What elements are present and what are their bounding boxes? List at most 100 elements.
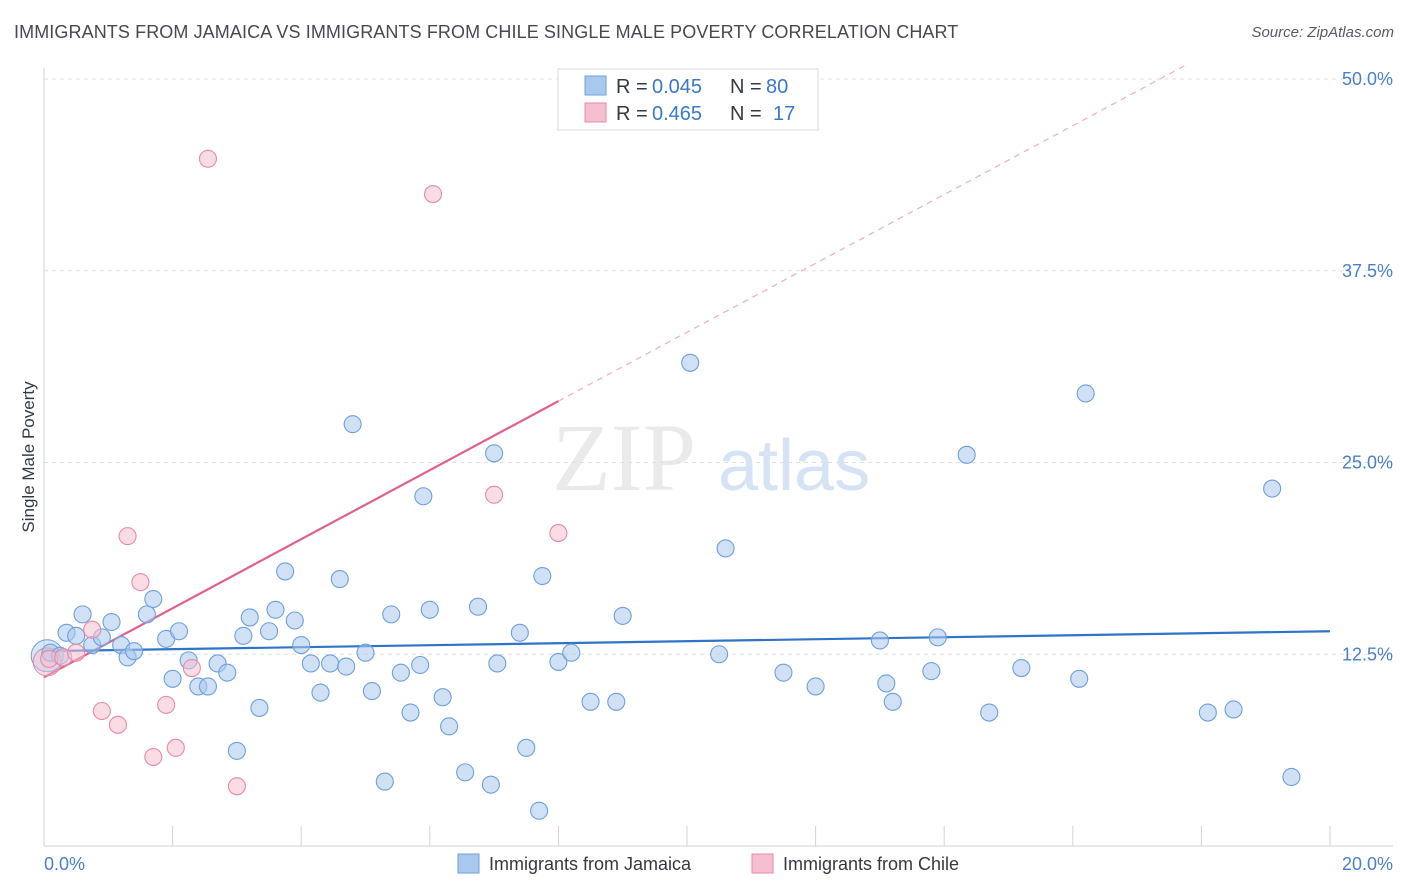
data-point-jamaica bbox=[169, 622, 189, 641]
legend-n-label-jamaica: N = bbox=[730, 76, 762, 98]
legend-n-label-chile: N = bbox=[730, 103, 762, 125]
data-point-jamaica bbox=[613, 606, 632, 625]
data-point-jamaica bbox=[301, 654, 320, 673]
data-point-chile bbox=[83, 620, 102, 639]
data-point-jamaica bbox=[362, 682, 381, 701]
data-point-chile bbox=[549, 524, 568, 543]
watermark-zip: ZIP bbox=[552, 404, 696, 511]
data-point-jamaica bbox=[1012, 659, 1031, 678]
data-point-jamaica bbox=[957, 445, 976, 464]
data-point-jamaica bbox=[710, 645, 729, 664]
trend-lines bbox=[43, 63, 1331, 679]
data-point-jamaica bbox=[533, 566, 552, 586]
y-tick-labels: 12.5% 25.0% 37.5% 50.0% bbox=[1342, 69, 1393, 664]
data-point-jamaica bbox=[456, 763, 475, 782]
legend-n-value-jamaica: 80 bbox=[766, 76, 788, 98]
y-tick-label: 37.5% bbox=[1342, 261, 1393, 281]
series-legend-label-jamaica: Immigrants from Jamaica bbox=[489, 854, 692, 874]
data-point-jamaica bbox=[562, 643, 581, 662]
trend-line-jamaica bbox=[43, 630, 1331, 653]
data-point-jamaica bbox=[420, 600, 439, 619]
data-point-jamaica bbox=[1198, 703, 1217, 722]
data-point-jamaica bbox=[1224, 700, 1243, 719]
data-point-jamaica bbox=[716, 539, 735, 558]
data-point-jamaica bbox=[530, 801, 549, 820]
data-point-jamaica bbox=[382, 605, 401, 624]
data-point-chile bbox=[166, 738, 185, 757]
x-ticks bbox=[172, 826, 1331, 846]
legend-r-label-jamaica: R = bbox=[616, 76, 648, 98]
data-point-jamaica bbox=[481, 775, 500, 794]
data-point-jamaica bbox=[311, 683, 330, 702]
data-point-jamaica bbox=[774, 663, 793, 682]
stats-legend: R = 0.045 N = 80 R = 0.465 N = 17 bbox=[557, 68, 819, 131]
x-tick-label-max: 20.0% bbox=[1342, 854, 1393, 874]
series-legend-label-chile: Immigrants from Chile bbox=[783, 854, 959, 874]
data-point-jamaica bbox=[227, 741, 246, 760]
axes bbox=[43, 68, 1393, 847]
trend-line-chile bbox=[43, 400, 559, 679]
data-point-jamaica bbox=[343, 415, 362, 434]
data-point-jamaica bbox=[250, 698, 269, 717]
legend-r-value-jamaica: 0.045 bbox=[652, 76, 702, 98]
data-point-jamaica bbox=[259, 622, 279, 641]
data-point-chile bbox=[92, 701, 111, 721]
data-point-jamaica bbox=[391, 663, 410, 682]
data-point-chile bbox=[67, 643, 86, 662]
data-point-jamaica bbox=[266, 600, 285, 619]
data-point-jamaica bbox=[870, 631, 889, 650]
data-point-jamaica bbox=[440, 717, 459, 736]
data-point-jamaica bbox=[144, 589, 163, 609]
data-point-jamaica bbox=[485, 444, 504, 463]
data-point-jamaica bbox=[488, 654, 507, 673]
legend-n-value-chile: 17 bbox=[773, 103, 795, 125]
data-point-jamaica bbox=[124, 642, 144, 661]
data-point-jamaica bbox=[330, 570, 349, 589]
data-point-jamaica bbox=[198, 677, 218, 696]
data-point-chile bbox=[227, 777, 246, 796]
data-point-chile bbox=[108, 715, 127, 734]
data-point-jamaica bbox=[234, 626, 253, 645]
data-point-jamaica bbox=[549, 652, 568, 671]
series-legend-swatch-chile bbox=[751, 853, 774, 874]
data-point-jamaica bbox=[356, 643, 375, 662]
data-point-jamaica bbox=[411, 655, 430, 675]
data-point-chile bbox=[118, 527, 137, 546]
data-point-chile bbox=[144, 747, 163, 767]
series-legend-swatch-jamaica bbox=[457, 853, 480, 874]
data-point-jamaica bbox=[102, 612, 121, 632]
data-point-jamaica bbox=[1070, 669, 1089, 688]
data-point-chile bbox=[423, 185, 443, 204]
data-point-jamaica bbox=[73, 605, 92, 624]
data-point-jamaica bbox=[285, 611, 304, 630]
data-point-jamaica bbox=[163, 669, 182, 688]
data-point-jamaica bbox=[607, 692, 626, 711]
data-point-jamaica bbox=[137, 605, 156, 624]
data-point-jamaica bbox=[922, 662, 941, 681]
data-point-jamaica bbox=[433, 688, 452, 707]
data-point-jamaica bbox=[218, 663, 237, 682]
data-point-jamaica bbox=[67, 626, 86, 645]
data-point-jamaica bbox=[510, 623, 529, 642]
legend-r-value-chile: 0.465 bbox=[652, 103, 702, 125]
data-point-jamaica bbox=[877, 674, 896, 693]
trend-line-chile-extension bbox=[558, 63, 1189, 402]
series-legend: Immigrants from Jamaica Immigrants from … bbox=[457, 853, 959, 874]
legend-swatch-jamaica bbox=[584, 75, 607, 96]
data-point-jamaica bbox=[581, 692, 600, 711]
data-point-jamaica bbox=[980, 703, 999, 722]
data-point-jamaica bbox=[240, 608, 259, 627]
data-point-jamaica bbox=[1282, 767, 1301, 787]
data-point-jamaica bbox=[468, 597, 488, 616]
data-point-jamaica bbox=[883, 692, 902, 711]
data-point-jamaica bbox=[681, 353, 700, 372]
data-point-jamaica bbox=[806, 677, 825, 696]
data-point-jamaica bbox=[928, 628, 947, 647]
y-tick-label: 25.0% bbox=[1342, 453, 1393, 473]
legend-r-label-chile: R = bbox=[616, 103, 648, 125]
data-point-chile bbox=[198, 149, 218, 168]
data-point-jamaica bbox=[414, 487, 433, 506]
data-point-jamaica bbox=[276, 562, 295, 581]
data-point-jamaica bbox=[1076, 384, 1095, 403]
